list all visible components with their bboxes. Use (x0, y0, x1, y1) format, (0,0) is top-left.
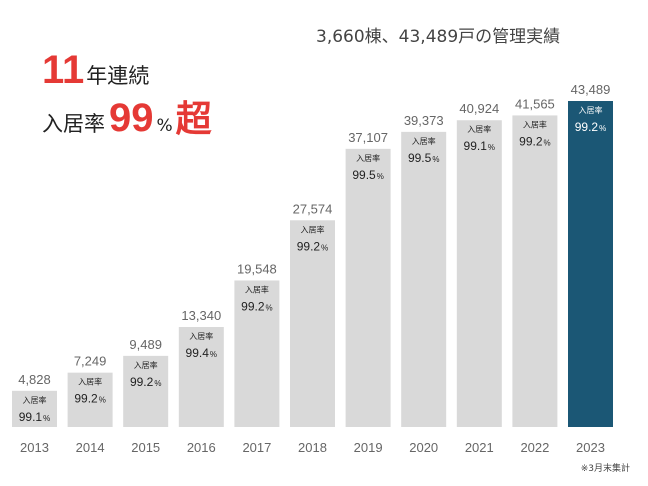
x-tick-label-2018: 2018 (298, 440, 327, 455)
x-tick-label-2013: 2013 (20, 440, 49, 455)
x-tick-label-2016: 2016 (187, 440, 216, 455)
headline-years-text: 年連続 (86, 64, 150, 88)
value-label-2013: 4,828 (18, 372, 51, 387)
x-tick-label-2020: 2020 (409, 440, 438, 455)
headline-line-2: 入居率 99 % 超 (42, 96, 212, 142)
occupancy-rate-2016: 99.4% (186, 346, 217, 360)
x-tick-label-2017: 2017 (242, 440, 271, 455)
occupancy-caption-2014: 入居率 (78, 377, 102, 387)
value-label-2023: 43,489 (571, 82, 611, 97)
occupancy-caption-2019: 入居率 (356, 153, 380, 163)
x-tick-label-2021: 2021 (465, 440, 494, 455)
bar-2019 (345, 148, 391, 427)
bar-2014 (67, 372, 113, 427)
occupancy-caption-2021: 入居率 (467, 124, 491, 134)
occupancy-caption-2023: 入居率 (579, 105, 603, 115)
value-label-2022: 41,565 (515, 96, 555, 111)
occupancy-rate-2022: 99.2% (519, 134, 550, 148)
bar-2017 (234, 280, 280, 427)
occupancy-rate-2017: 99.2% (241, 299, 272, 313)
bar-2013 (12, 390, 57, 427)
occupancy-caption-2016: 入居率 (189, 331, 213, 341)
occupancy-caption-2018: 入居率 (301, 224, 325, 234)
bar-2022 (512, 115, 558, 427)
headline-years-number: 11 (42, 48, 85, 92)
bar-2021 (456, 120, 502, 427)
footnote: ※3月末集計 (580, 464, 630, 474)
headline-occupancy-text: 入居率 (42, 112, 105, 136)
value-label-2019: 37,107 (348, 130, 388, 145)
value-label-2021: 40,924 (459, 101, 499, 116)
occupancy-caption-2013: 入居率 (23, 395, 47, 405)
bar-2023 (568, 101, 613, 427)
x-tick-label-2023: 2023 (576, 440, 605, 455)
bar-2020 (401, 131, 447, 428)
bar-2018 (290, 220, 335, 427)
value-label-2018: 27,574 (293, 201, 333, 216)
x-tick-label-2014: 2014 (76, 440, 105, 455)
value-label-2017: 19,548 (237, 261, 277, 276)
occupancy-rate-2015: 99.2% (130, 375, 161, 389)
x-tick-label-2022: 2022 (520, 440, 549, 455)
occupancy-rate-2021: 99.1% (464, 139, 495, 153)
value-label-2020: 39,373 (404, 113, 444, 128)
occupancy-caption-2015: 入居率 (134, 360, 158, 370)
occupancy-caption-2017: 入居率 (245, 284, 269, 294)
occupancy-caption-2022: 入居率 (523, 119, 547, 129)
value-label-2015: 9,489 (129, 337, 162, 352)
occupancy-rate-2020: 99.5% (408, 151, 439, 165)
occupancy-rate-2019: 99.5% (352, 168, 383, 182)
bars-layer: 4,828 入居率 99.1% 2013 7,249 入居率 99.2% 2014 9,489 入… (12, 82, 613, 455)
headline-over-text: 超 (175, 99, 212, 140)
headline: 11 年連続 入居率 99 % 超 (42, 48, 212, 142)
value-label-2016: 13,340 (181, 308, 221, 323)
occupancy-rate-2014: 99.2% (74, 392, 105, 406)
headline-percent-sign: % (156, 116, 173, 136)
occupancy-rate-2013: 99.1% (19, 410, 50, 424)
headline-line-1: 11 年連続 (42, 48, 212, 92)
bar-2015 (123, 355, 169, 427)
occupancy-rate-2023: 99.2% (575, 120, 606, 134)
bar-2016 (178, 327, 224, 427)
occupancy-rate-2018: 99.2% (297, 239, 328, 253)
x-tick-label-2015: 2015 (131, 440, 160, 455)
headline-occupancy-number: 99 (109, 96, 154, 140)
x-tick-label-2019: 2019 (354, 440, 383, 455)
management-summary: 3,660棟、43,489戸の管理実績 (316, 27, 561, 47)
occupancy-caption-2020: 入居率 (412, 136, 436, 146)
value-label-2014: 7,249 (74, 354, 107, 369)
